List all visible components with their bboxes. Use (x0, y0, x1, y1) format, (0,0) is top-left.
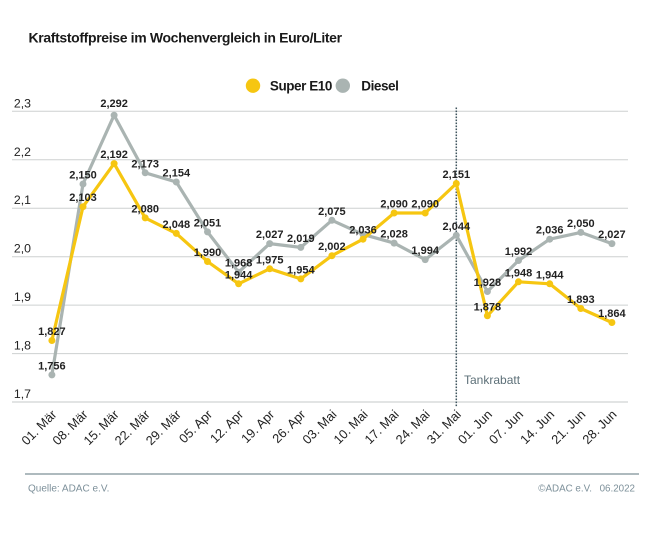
svg-text:2,048: 2,048 (163, 219, 191, 231)
svg-text:2,103: 2,103 (69, 192, 97, 204)
svg-text:2,2: 2,2 (14, 145, 31, 159)
svg-text:2,051: 2,051 (194, 217, 222, 229)
svg-text:1,948: 1,948 (505, 267, 533, 279)
svg-text:2,192: 2,192 (100, 149, 128, 161)
svg-text:1,878: 1,878 (474, 301, 502, 313)
svg-text:©ADAC e.V. 06.2022: ©ADAC e.V. 06.2022 (538, 484, 635, 495)
svg-text:2,3: 2,3 (14, 96, 31, 110)
svg-text:1,864: 1,864 (598, 308, 626, 320)
svg-text:2,050: 2,050 (567, 218, 595, 230)
svg-text:1,954: 1,954 (287, 264, 315, 276)
svg-text:2,044: 2,044 (443, 221, 471, 233)
svg-text:2,028: 2,028 (380, 229, 408, 241)
svg-text:1,994: 1,994 (411, 245, 439, 257)
svg-text:Kraftstoffpreise im Wochenverg: Kraftstoffpreise im Wochenvergleich in E… (29, 30, 343, 46)
svg-text:2,080: 2,080 (131, 203, 159, 215)
svg-text:2,1: 2,1 (14, 193, 31, 207)
svg-text:1,7: 1,7 (14, 387, 31, 401)
svg-text:2,154: 2,154 (163, 168, 191, 180)
svg-text:2,173: 2,173 (131, 158, 159, 170)
svg-text:Diesel: Diesel (361, 78, 398, 93)
svg-text:1,893: 1,893 (567, 294, 595, 306)
svg-text:1,992: 1,992 (505, 246, 533, 258)
svg-text:1,968: 1,968 (225, 258, 253, 270)
svg-text:2,150: 2,150 (69, 170, 97, 182)
svg-text:2,075: 2,075 (318, 206, 346, 218)
svg-text:2,027: 2,027 (256, 229, 284, 241)
svg-text:2,027: 2,027 (598, 229, 626, 241)
svg-text:Tankrabatt: Tankrabatt (464, 373, 521, 387)
svg-text:1,827: 1,827 (38, 326, 66, 338)
svg-text:1,756: 1,756 (38, 360, 66, 372)
svg-text:1,944: 1,944 (225, 269, 253, 281)
svg-text:1,928: 1,928 (474, 277, 502, 289)
svg-text:2,090: 2,090 (380, 199, 408, 211)
svg-text:2,002: 2,002 (318, 241, 346, 253)
svg-text:1,944: 1,944 (536, 269, 564, 281)
svg-text:Super E10: Super E10 (270, 78, 332, 93)
svg-text:2,292: 2,292 (100, 98, 128, 110)
svg-text:2,036: 2,036 (349, 225, 377, 237)
svg-text:1,9: 1,9 (14, 290, 31, 304)
svg-text:Quelle: ADAC e.V.: Quelle: ADAC e.V. (28, 484, 109, 495)
svg-text:2,019: 2,019 (287, 233, 315, 245)
svg-text:2,036: 2,036 (536, 225, 564, 237)
svg-text:1,8: 1,8 (14, 339, 31, 353)
svg-text:2,151: 2,151 (443, 169, 471, 181)
svg-text:2,090: 2,090 (411, 199, 439, 211)
svg-text:1,990: 1,990 (194, 247, 222, 259)
svg-text:1,975: 1,975 (256, 254, 284, 266)
svg-text:2,0: 2,0 (14, 242, 31, 256)
